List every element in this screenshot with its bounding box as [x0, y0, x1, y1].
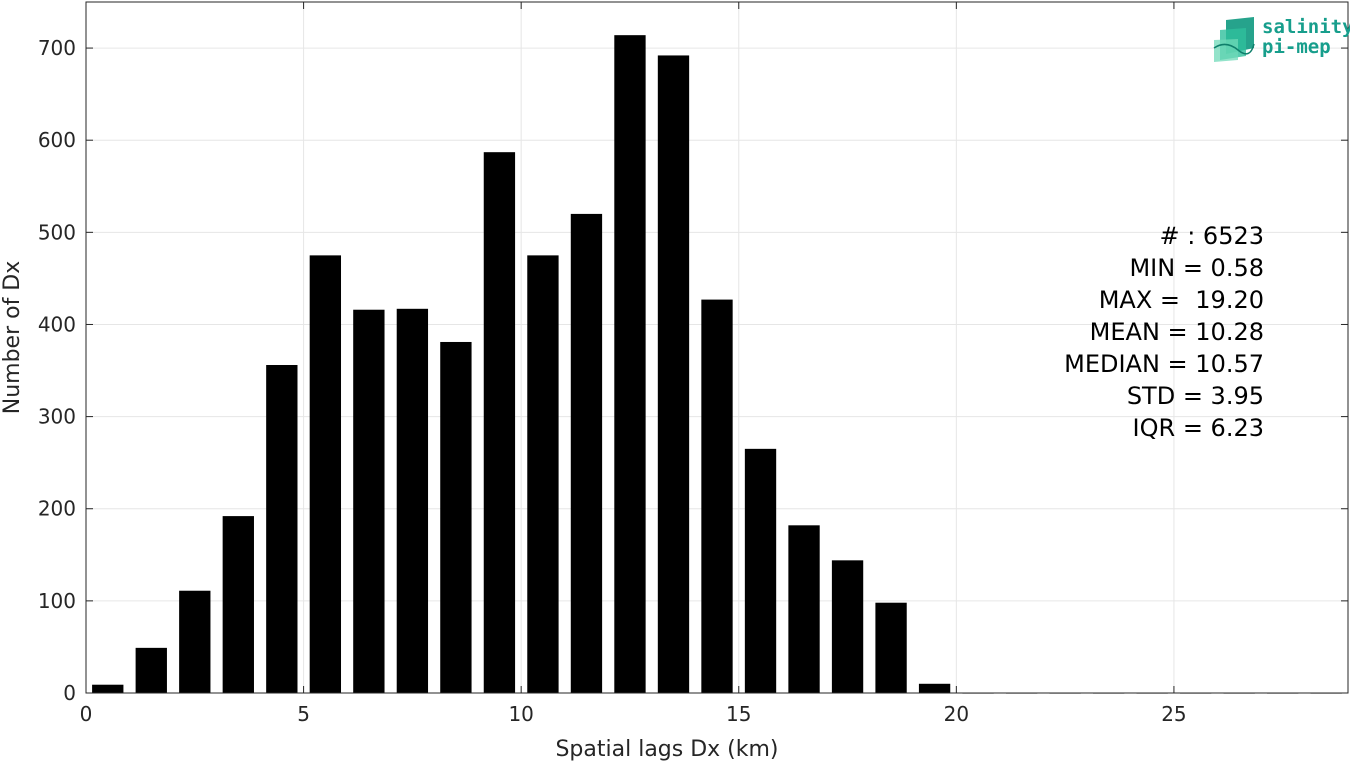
histogram-bar [570, 213, 603, 693]
histogram-bar [831, 560, 864, 693]
statistics-annotation: # : 6523 MIN = 0.58 MAX = 19.20 MEAN = 1… [1064, 222, 1264, 442]
histogram-bar [701, 299, 733, 693]
bars-group [92, 35, 1342, 694]
y-tick-label: 100 [38, 589, 76, 613]
x-axis-label: Spatial lags Dx (km) [555, 737, 778, 762]
y-tick-label: 200 [38, 497, 76, 521]
y-tick-label: 300 [38, 405, 76, 429]
y-tick-label: 500 [38, 220, 76, 244]
histogram-bar [744, 448, 777, 693]
y-tick-label: 0 [63, 681, 76, 705]
stat-std: STD = 3.95 [1127, 382, 1264, 410]
y-tick-label: 600 [38, 128, 76, 152]
stat-count: # : 6523 [1159, 222, 1264, 250]
plot-frame [85, 1, 1349, 694]
histogram-bar [875, 602, 907, 693]
histogram-bar [614, 35, 646, 694]
stat-median: MEDIAN = 10.57 [1064, 350, 1264, 378]
logo-text-line1: salinity [1262, 16, 1350, 38]
y-tick-labels: 0 100 200 300 400 500 600 700 [38, 36, 76, 705]
histogram-bar [266, 365, 298, 693]
histogram-bar [918, 683, 951, 693]
histogram-bar [527, 255, 559, 693]
x-tick-label: 25 [1161, 702, 1186, 726]
histogram-bar [396, 308, 429, 693]
stat-iqr: IQR = 6.23 [1133, 414, 1264, 442]
stat-max: MAX = 19.20 [1099, 286, 1264, 314]
x-tick-label: 15 [726, 702, 751, 726]
logo-text-line2: pi-mep [1262, 36, 1331, 58]
y-tick-label: 400 [38, 312, 76, 336]
histogram-bar [483, 152, 516, 693]
y-axis-label: Number of Dx [0, 261, 25, 415]
histogram-bar [309, 255, 342, 693]
x-tick-labels: 0 5 10 15 20 25 [80, 702, 1187, 726]
tick-marks [85, 2, 1348, 694]
histogram-bar [222, 516, 254, 693]
histogram-bar [440, 341, 472, 693]
histogram-bar [657, 55, 690, 694]
logo-icon [1213, 17, 1255, 62]
histogram-bar [788, 525, 820, 693]
histogram-bar [353, 309, 385, 693]
x-tick-label: 10 [508, 702, 533, 726]
y-tick-label: 700 [38, 36, 76, 60]
histogram-bar [135, 647, 167, 693]
x-tick-label: 5 [297, 702, 310, 726]
x-tick-label: 20 [944, 702, 969, 726]
stat-min: MIN = 0.58 [1129, 254, 1264, 282]
histogram-bar [179, 590, 211, 693]
stat-mean: MEAN = 10.28 [1090, 318, 1264, 346]
x-tick-label: 0 [80, 702, 93, 726]
histogram-bar [92, 684, 124, 693]
salinity-pi-mep-logo: salinity pi-mep [1213, 16, 1350, 62]
